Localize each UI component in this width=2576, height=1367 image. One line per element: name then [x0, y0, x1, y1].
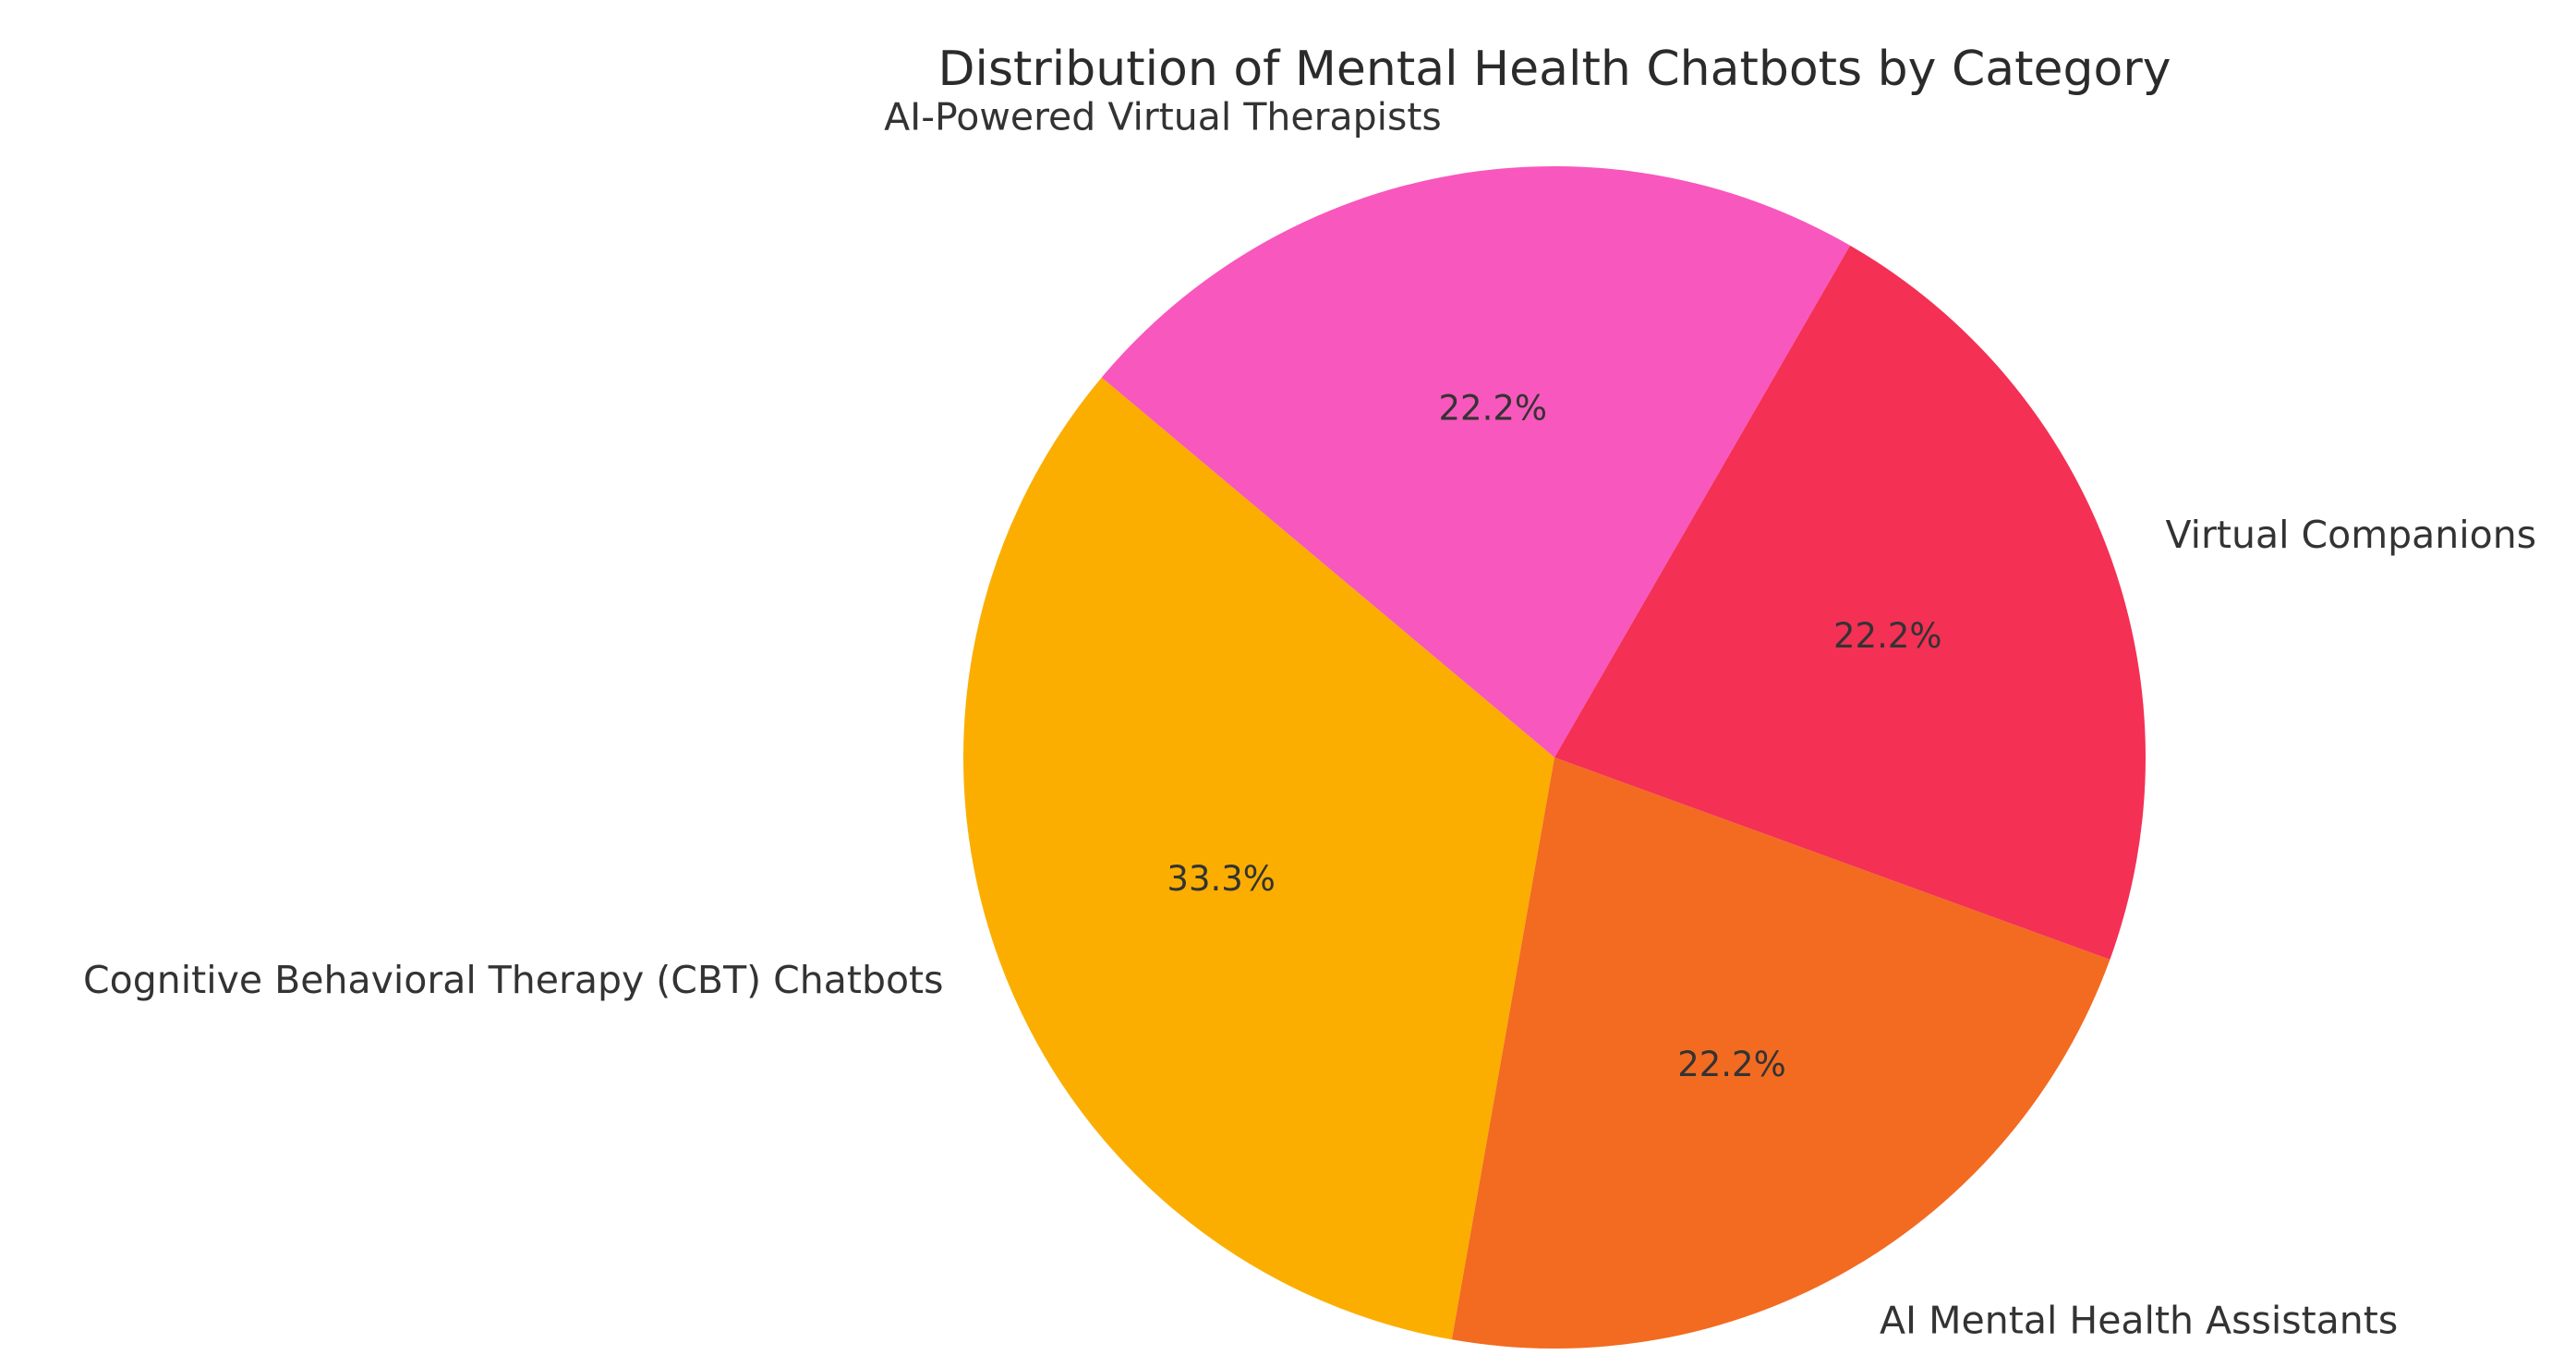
- slice-category-label: AI-Powered Virtual Therapists: [884, 95, 1442, 139]
- percent-labels: 33.3% 22.2% 22.2% 22.2%: [1167, 388, 1941, 1084]
- pie-slices: [963, 165, 2146, 1349]
- pie-slice: [1554, 245, 2146, 960]
- slice-percent-label: 33.3%: [1167, 859, 1276, 899]
- chart-title: Distribution of Mental Health Chatbots b…: [937, 42, 2171, 97]
- slice-percent-label: 22.2%: [1677, 1045, 1786, 1084]
- pie-slice: [1101, 165, 1850, 758]
- pie-slice: [1451, 757, 2110, 1349]
- slice-category-label: Virtual Companions: [2166, 513, 2537, 557]
- pie-slice: [963, 377, 1554, 1340]
- slice-labels: Cognitive Behavioral Therapy (CBT) Chatb…: [83, 95, 2536, 1343]
- slice-percent-label: 22.2%: [1833, 616, 1942, 656]
- slice-category-label: AI Mental Health Assistants: [1880, 1299, 2398, 1343]
- slice-category-label: Cognitive Behavioral Therapy (CBT) Chatb…: [83, 958, 943, 1002]
- slice-percent-label: 22.2%: [1439, 388, 1548, 428]
